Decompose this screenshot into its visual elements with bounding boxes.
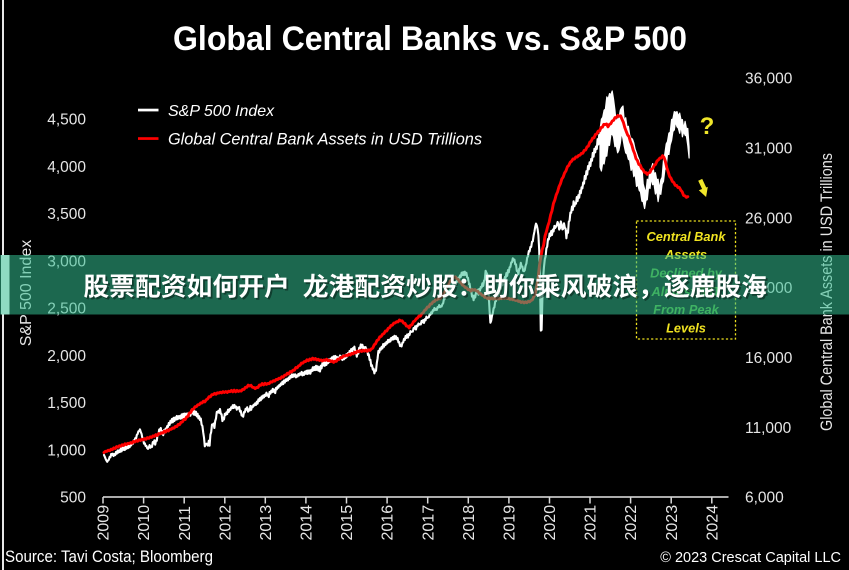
- svg-text:2013: 2013: [258, 505, 275, 541]
- svg-text:Source: Tavi Costa; Bloomberg: Source: Tavi Costa; Bloomberg: [5, 548, 213, 566]
- svg-text:2015: 2015: [339, 505, 356, 541]
- svg-text:3,500: 3,500: [47, 206, 86, 223]
- svg-text:2009: 2009: [96, 505, 113, 541]
- svg-text:2011: 2011: [177, 506, 194, 541]
- svg-text:4,000: 4,000: [47, 159, 86, 176]
- svg-text:2,000: 2,000: [47, 348, 86, 365]
- svg-text:2012: 2012: [217, 505, 234, 541]
- svg-text:2024: 2024: [704, 505, 721, 541]
- svg-text:2010: 2010: [136, 505, 153, 541]
- svg-text:6,000: 6,000: [745, 490, 784, 507]
- svg-text:500: 500: [60, 490, 86, 507]
- svg-text:© 2023 Crescat Capital LLC: © 2023 Crescat Capital LLC: [660, 550, 841, 566]
- svg-text:1,000: 1,000: [47, 442, 86, 459]
- svg-text:2021: 2021: [583, 505, 600, 541]
- svg-text:2023: 2023: [664, 505, 681, 541]
- svg-text:Central Bank: Central Bank: [647, 229, 727, 244]
- svg-text:1,500: 1,500: [47, 395, 86, 412]
- svg-text:36,000: 36,000: [745, 71, 793, 88]
- svg-text:S&P 500 Index: S&P 500 Index: [168, 103, 275, 120]
- svg-text:2022: 2022: [623, 505, 640, 541]
- svg-text:31,000: 31,000: [745, 140, 793, 157]
- svg-text:2019: 2019: [502, 505, 519, 541]
- svg-text:11,000: 11,000: [745, 420, 792, 437]
- svg-text:16,000: 16,000: [745, 350, 793, 367]
- svg-text:2017: 2017: [420, 505, 437, 541]
- svg-text:26,000: 26,000: [745, 210, 793, 227]
- svg-text:2018: 2018: [461, 505, 478, 541]
- svg-text:4,500: 4,500: [47, 112, 86, 129]
- svg-text:2016: 2016: [380, 505, 397, 541]
- svg-text:2014: 2014: [299, 505, 316, 541]
- svg-text:Global Central Banks vs. S&P 5: Global Central Banks vs. S&P 500: [173, 20, 687, 58]
- svg-text:Levels: Levels: [666, 320, 706, 335]
- svg-text:?: ?: [700, 113, 715, 140]
- svg-text:Global Central Bank Assets in: Global Central Bank Assets in USD Trilli…: [168, 130, 482, 148]
- svg-text:2020: 2020: [542, 505, 559, 541]
